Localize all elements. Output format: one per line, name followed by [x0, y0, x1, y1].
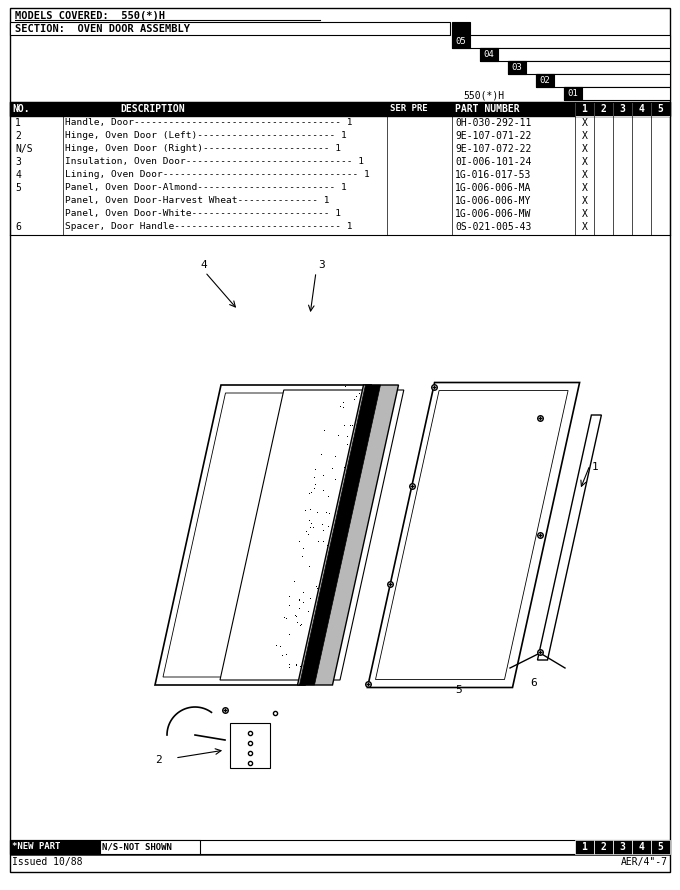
Text: N/S: N/S — [15, 144, 33, 154]
Bar — [480, 48, 498, 61]
Bar — [594, 102, 613, 116]
Bar — [536, 74, 670, 87]
Bar — [651, 102, 670, 116]
Text: X: X — [581, 196, 588, 206]
Polygon shape — [367, 383, 579, 687]
Bar — [452, 22, 470, 35]
Text: PART NUMBER: PART NUMBER — [455, 104, 520, 114]
Text: X: X — [581, 170, 588, 180]
Text: 1G-006-006-MY: 1G-006-006-MY — [455, 196, 531, 206]
Text: 3: 3 — [619, 842, 626, 852]
Text: AER/4"-7: AER/4"-7 — [621, 857, 668, 867]
Text: 3: 3 — [619, 104, 626, 114]
Bar — [632, 840, 651, 854]
Bar — [480, 48, 670, 61]
Bar — [10, 102, 670, 116]
Text: 5: 5 — [15, 183, 21, 193]
Bar — [10, 22, 450, 35]
Bar — [100, 840, 200, 854]
Text: X: X — [581, 157, 588, 167]
Bar — [10, 840, 100, 854]
Bar — [564, 87, 670, 100]
Text: 03: 03 — [511, 63, 522, 72]
Text: 550(*)H: 550(*)H — [463, 90, 504, 100]
Text: 1G-016-017-53: 1G-016-017-53 — [455, 170, 531, 180]
Bar — [452, 35, 670, 48]
Bar — [632, 102, 651, 116]
Text: Insulation, Oven Door----------------------------- 1: Insulation, Oven Door-------------------… — [65, 157, 364, 166]
Text: MODELS COVERED:  550(*)H: MODELS COVERED: 550(*)H — [15, 11, 165, 21]
Text: 1: 1 — [592, 462, 599, 472]
Polygon shape — [537, 415, 601, 660]
Polygon shape — [220, 390, 404, 680]
Text: Handle, Door------------------------------------ 1: Handle, Door----------------------------… — [65, 118, 352, 127]
Text: N/S-NOT SHOWN: N/S-NOT SHOWN — [102, 842, 172, 851]
Text: Lining, Oven Door---------------------------------- 1: Lining, Oven Door-----------------------… — [65, 170, 370, 179]
Bar — [651, 840, 670, 854]
Text: 4: 4 — [15, 170, 21, 180]
Text: 1: 1 — [15, 118, 21, 128]
Text: Hinge, Oven Door (Left)------------------------ 1: Hinge, Oven Door (Left)-----------------… — [65, 131, 347, 140]
Bar — [230, 723, 270, 768]
Text: 2: 2 — [600, 842, 607, 852]
Text: 2: 2 — [600, 104, 607, 114]
Polygon shape — [155, 385, 371, 685]
Text: *NEW PART: *NEW PART — [12, 842, 61, 851]
Text: DESCRIPTION: DESCRIPTION — [120, 104, 185, 114]
Text: 6: 6 — [15, 222, 21, 232]
Text: 2: 2 — [155, 755, 162, 765]
Bar — [508, 61, 670, 74]
Text: Hinge, Oven Door (Right)---------------------- 1: Hinge, Oven Door (Right)----------------… — [65, 144, 341, 153]
Text: 1G-006-006-MW: 1G-006-006-MW — [455, 209, 531, 219]
Text: 04: 04 — [483, 50, 494, 59]
Text: 0H-030-292-11: 0H-030-292-11 — [455, 118, 531, 128]
Text: 0S-021-005-43: 0S-021-005-43 — [455, 222, 531, 232]
Bar — [10, 840, 670, 854]
Bar — [594, 840, 613, 854]
Text: 3: 3 — [15, 157, 21, 167]
Text: 6: 6 — [530, 678, 537, 688]
Text: X: X — [581, 118, 588, 128]
Text: 9E-107-072-22: 9E-107-072-22 — [455, 144, 531, 154]
Text: Issued 10/88: Issued 10/88 — [12, 857, 82, 867]
Polygon shape — [299, 385, 381, 685]
Text: 02: 02 — [540, 76, 550, 85]
Text: 1: 1 — [581, 842, 588, 852]
Text: 4: 4 — [200, 260, 207, 270]
Text: 5: 5 — [658, 842, 664, 852]
Text: SECTION:  OVEN DOOR ASSEMBLY: SECTION: OVEN DOOR ASSEMBLY — [15, 24, 190, 34]
Polygon shape — [298, 385, 398, 685]
Bar — [508, 61, 526, 74]
Text: 4: 4 — [639, 842, 645, 852]
Text: Panel, Oven Door-White------------------------ 1: Panel, Oven Door-White------------------… — [65, 209, 341, 218]
Bar — [536, 74, 554, 87]
Bar — [575, 840, 594, 854]
Text: Panel, Oven Door-Almond------------------------ 1: Panel, Oven Door-Almond-----------------… — [65, 183, 347, 192]
Text: 2: 2 — [15, 131, 21, 141]
Text: 5: 5 — [658, 104, 664, 114]
Text: 05: 05 — [456, 37, 466, 46]
Text: 0I-006-101-24: 0I-006-101-24 — [455, 157, 531, 167]
Text: NO.: NO. — [12, 104, 30, 114]
Text: 01: 01 — [568, 89, 579, 98]
Text: Panel, Oven Door-Harvest Wheat-------------- 1: Panel, Oven Door-Harvest Wheat----------… — [65, 196, 330, 205]
Text: 3: 3 — [318, 260, 325, 270]
Text: Spacer, Door Handle----------------------------- 1: Spacer, Door Handle---------------------… — [65, 222, 352, 231]
Text: 1: 1 — [581, 104, 588, 114]
Bar — [613, 102, 632, 116]
Text: 1G-006-006-MA: 1G-006-006-MA — [455, 183, 531, 193]
Text: X: X — [581, 222, 588, 232]
Bar — [575, 102, 594, 116]
Text: X: X — [581, 183, 588, 193]
Bar — [613, 840, 632, 854]
Text: SER PRE: SER PRE — [390, 104, 428, 113]
Text: X: X — [581, 209, 588, 219]
Text: X: X — [581, 131, 588, 141]
Bar — [564, 87, 582, 100]
Text: 9E-107-071-22: 9E-107-071-22 — [455, 131, 531, 141]
Text: 5: 5 — [455, 685, 462, 695]
Text: X: X — [581, 144, 588, 154]
Bar — [452, 35, 470, 48]
Text: 4: 4 — [639, 104, 645, 114]
